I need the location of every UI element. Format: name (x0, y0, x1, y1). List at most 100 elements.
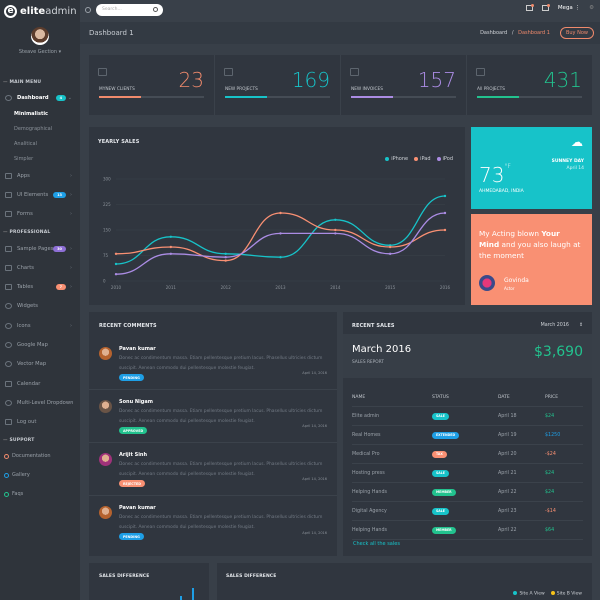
sidebar-item-label: Faqs (12, 491, 24, 498)
month-select[interactable]: March 2016 ⇕ (540, 323, 583, 328)
sidebar-item-calendar[interactable]: Calendar (0, 374, 80, 393)
progress-bar (477, 96, 582, 98)
legend-ipad[interactable]: iPad (414, 156, 430, 162)
status-badge: PENDING (119, 533, 144, 540)
stat-label: NEW INVOICES (351, 87, 383, 92)
sidebar-item-google-map[interactable]: Google Map (0, 335, 80, 354)
count-badge: 13 (53, 191, 66, 198)
sidebar-item-charts[interactable]: Charts › (0, 258, 80, 277)
circle-icon (4, 472, 9, 478)
status-badge: MEMBER (432, 526, 456, 534)
sidebar-subitem-minimalistic[interactable]: Minimalistic (14, 110, 49, 117)
notification-icon[interactable] (541, 4, 550, 11)
forms-icon (5, 211, 12, 218)
check-all-sales-link[interactable]: Check all the sales (353, 541, 400, 547)
sidebar-item-label: UI Elements (17, 191, 49, 198)
settings-icon[interactable]: ⚙ (589, 5, 594, 11)
map-pin-icon (5, 361, 12, 368)
weather-date: April 14 (566, 166, 584, 171)
section-main-menu: MAIN MENU (0, 74, 80, 89)
svg-text:150: 150 (103, 228, 111, 233)
mail-icon[interactable] (525, 4, 534, 11)
comment-author: Arijit Sinh (119, 452, 148, 458)
table-row[interactable]: Digital Agency SALE April 23 -$14 (352, 502, 583, 521)
search-input[interactable]: Search... (96, 4, 163, 16)
comment-text: Donec ac condimentum massa. Etiam pellen… (119, 409, 323, 424)
comment-author: Pavan kumar (119, 346, 156, 352)
user-name-dropdown[interactable]: Steave Gection ▾ (18, 49, 62, 55)
comment-date: April 14, 2016 (302, 424, 327, 428)
sidebar-item-tables[interactable]: Tables 7 › (0, 277, 80, 296)
cell-date: April 19 (498, 432, 517, 438)
circle-icon (4, 453, 9, 459)
sidebar-item-dashboard[interactable]: Dashboard 4 ⌄ (0, 89, 80, 106)
cell-price: $24 (545, 470, 555, 476)
table-row[interactable]: Helping Hands MEMBER April 22 $24 (352, 483, 583, 502)
comment-date: April 14, 2016 (302, 531, 327, 535)
user-menu[interactable]: Mega ⋮ (558, 5, 580, 11)
avatar[interactable] (31, 27, 49, 45)
comment-date: April 14, 2016 (302, 477, 327, 481)
cell-price: $64 (545, 527, 555, 533)
comment-item[interactable]: Arijit Sinh Donec ac condimentum massa. … (89, 443, 337, 496)
legend-iphone[interactable]: iPhone (385, 156, 408, 162)
bulb-icon (5, 322, 12, 329)
sidebar-item-faqs[interactable]: Faqs (0, 485, 80, 504)
cell-price: $24 (545, 489, 555, 495)
legend-site-a[interactable]: Site A View (513, 591, 544, 597)
sidebar-subitem-analitical[interactable]: Analitical (14, 140, 37, 147)
sidebar-item-forms[interactable]: Forms › (0, 205, 80, 224)
stat-new-clients: 23 MYNEW CLIENTS (89, 55, 215, 115)
legend-site-b[interactable]: Site B View (551, 591, 582, 597)
breadcrumb-home[interactable]: Dashboard (480, 30, 508, 36)
sidebar-item-logout[interactable]: Log out (0, 413, 80, 432)
sales-report-label: SALES REPORT (352, 360, 384, 365)
logo[interactable]: e elite admin (0, 0, 80, 22)
sidebar-item-label: Documentation (12, 453, 51, 460)
chevron-right-icon: › (70, 284, 72, 291)
chart-legend: Site A View Site B View (513, 591, 582, 597)
cell-name: Elite admin (352, 413, 380, 419)
search-placeholder: Search... (102, 7, 122, 12)
svg-text:2011: 2011 (166, 285, 177, 290)
table-row[interactable]: Real Homes EXTENDED April 19 $1250 (352, 426, 583, 445)
svg-text:225: 225 (103, 202, 111, 207)
column-header: DATE (498, 394, 510, 400)
buy-now-button[interactable]: Buy Now (559, 27, 594, 39)
search-icon[interactable] (153, 7, 158, 12)
temperature: 73°F (479, 163, 511, 187)
gauge-icon (5, 94, 12, 101)
testimonial-card: My Acting blown Your Mind and you also la… (471, 214, 592, 305)
cell-date: April 18 (498, 413, 517, 419)
ui-icon (5, 191, 12, 198)
comment-item[interactable]: Sonu Nigam Donec ac condimentum massa. E… (89, 390, 337, 443)
sidebar-item-icons[interactable]: Icons › (0, 316, 80, 335)
sidebar-toggle-icon[interactable] (85, 7, 91, 13)
sales-period: March 2016 (352, 344, 412, 355)
chevron-right-icon: › (70, 399, 72, 406)
table-row[interactable]: Medical Pro TAX April 20 -$24 (352, 445, 583, 464)
sidebar-item-ui-elements[interactable]: UI Elements 13 › (0, 185, 80, 204)
cell-name: Helping Hands (352, 489, 388, 495)
table-header: NAME STATUS DATE PRICE (352, 388, 583, 407)
sidebar-item-sample-pages[interactable]: Sample Pages 30 › (0, 239, 80, 258)
sidebar-subitem-simpler[interactable]: Simpler (14, 155, 34, 162)
cell-date: April 21 (498, 470, 517, 476)
link-icon (5, 399, 12, 406)
sidebar-item-documentation[interactable]: Documentation (0, 447, 80, 466)
sidebar-item-apps[interactable]: Apps › (0, 166, 80, 185)
sidebar-item-gallery[interactable]: Gallery (0, 466, 80, 485)
legend-ipod[interactable]: iPod (437, 156, 453, 162)
sidebar-item-widgets[interactable]: Widgets (0, 297, 80, 316)
sidebar-subitem-demographical[interactable]: Demographical (14, 125, 53, 132)
comment-item[interactable]: Pavan kumar Donec ac condimentum massa. … (89, 496, 337, 549)
sidebar-item-multi-level-dropdown[interactable]: Multi-Level Dropdown › (0, 393, 80, 412)
table-row[interactable]: Hosting press SALE April 21 $24 (352, 464, 583, 483)
table-row[interactable]: Elite admin SALE April 18 $24 (352, 407, 583, 426)
stat-value: 169 (291, 68, 330, 92)
comment-item[interactable]: Pavan kumar Donec ac condimentum massa. … (89, 337, 337, 390)
sidebar-item-vector-map[interactable]: Vector Map (0, 355, 80, 374)
yearly-sales-card: YEARLY SALES iPhone iPad iPod 0 75 150 225 3… (89, 127, 465, 305)
monitor-icon (98, 68, 107, 76)
table-row[interactable]: Helping Hands MEMBER April 22 $64 (352, 521, 583, 540)
